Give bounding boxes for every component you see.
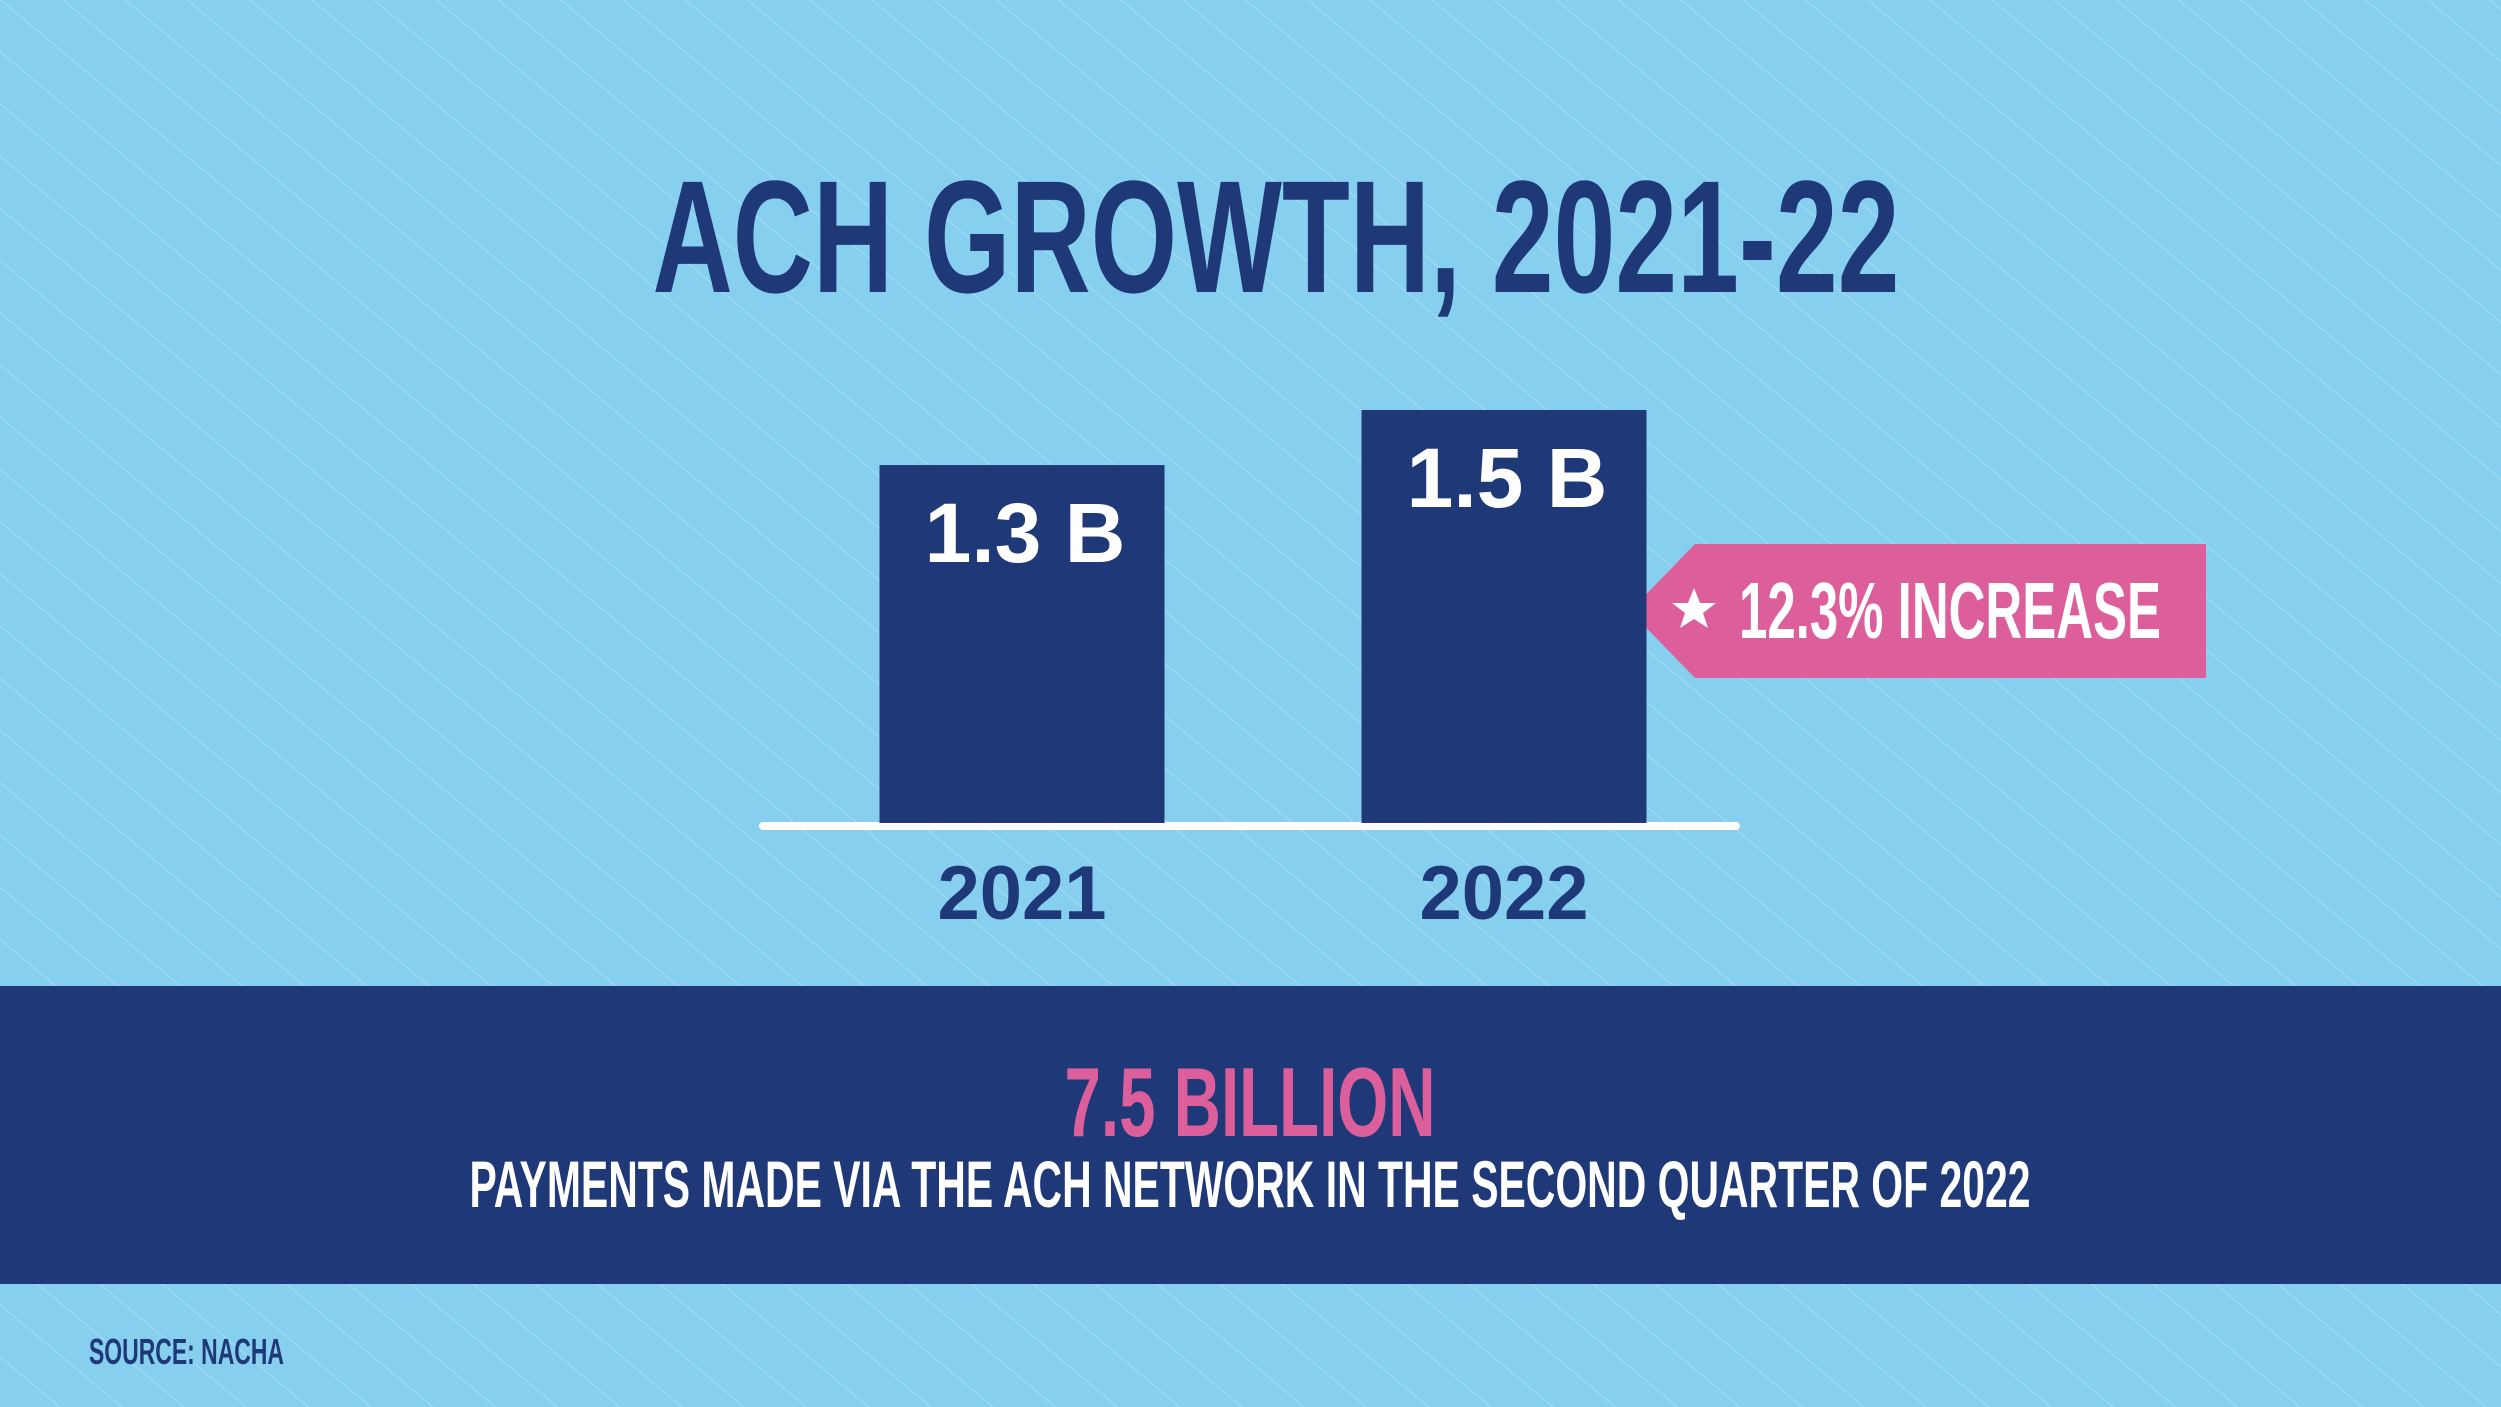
value-label: 1.5 B <box>1407 431 1608 525</box>
annotation-tag: 12.3% INCREASE <box>1630 544 2206 678</box>
x-tick-label: 2021 <box>937 851 1106 936</box>
highlight-text: PAYMENTS MADE VIA THE ACH NETWORK IN THE… <box>470 1147 2031 1221</box>
value-label: 1.3 B <box>925 486 1126 580</box>
source: SOURCE: NACHA <box>89 1331 284 1372</box>
chart-title: ACH GROWTH, 2021-22 <box>653 147 1900 326</box>
star-icon <box>1672 588 1716 628</box>
annotation: 12.3% INCREASE <box>1739 566 2161 655</box>
bar <box>1361 410 1647 823</box>
bar <box>879 465 1165 823</box>
tag-shape <box>1630 544 2206 678</box>
baseline <box>759 822 1740 830</box>
x-tick-label: 2022 <box>1419 851 1588 936</box>
highlight-number: 7.5 BILLION <box>1065 1047 1436 1157</box>
highlight-band <box>0 986 2501 1284</box>
